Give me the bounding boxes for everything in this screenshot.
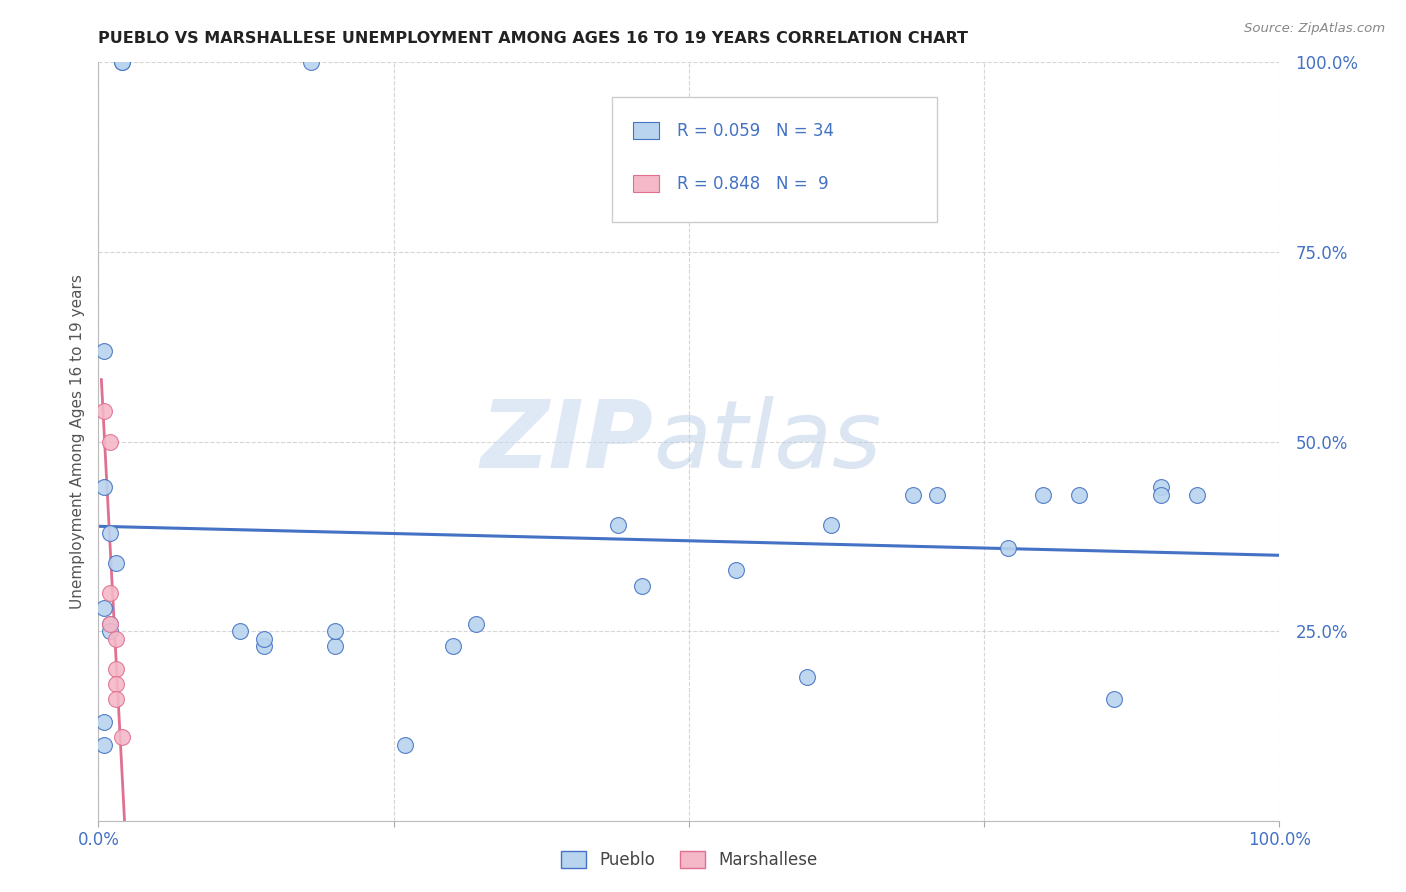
Point	[105, 692, 128, 706]
Point	[111, 55, 134, 70]
Point	[105, 632, 128, 646]
Point	[93, 404, 115, 418]
Point	[796, 669, 818, 683]
Point	[105, 662, 128, 676]
Text: PUEBLO VS MARSHALLESE UNEMPLOYMENT AMONG AGES 16 TO 19 YEARS CORRELATION CHART: PUEBLO VS MARSHALLESE UNEMPLOYMENT AMONG…	[98, 31, 969, 46]
Text: Source: ZipAtlas.com: Source: ZipAtlas.com	[1244, 22, 1385, 36]
Point	[1150, 480, 1173, 494]
Point	[630, 579, 652, 593]
Point	[98, 616, 121, 631]
Point	[111, 55, 134, 70]
Point	[607, 517, 630, 532]
Point	[98, 624, 121, 639]
Point	[394, 738, 416, 752]
Point	[1067, 487, 1090, 501]
Point	[93, 480, 115, 494]
Point	[925, 487, 948, 501]
Point	[299, 55, 322, 70]
Legend: Pueblo, Marshallese: Pueblo, Marshallese	[561, 851, 817, 869]
Point	[253, 639, 276, 653]
Y-axis label: Unemployment Among Ages 16 to 19 years: Unemployment Among Ages 16 to 19 years	[69, 274, 84, 609]
Point	[441, 639, 464, 653]
Text: atlas: atlas	[654, 396, 882, 487]
Point	[105, 556, 128, 570]
FancyBboxPatch shape	[612, 96, 936, 222]
Point	[1185, 487, 1208, 501]
Point	[105, 677, 128, 691]
FancyBboxPatch shape	[634, 122, 659, 139]
Point	[253, 632, 276, 646]
Point	[98, 434, 121, 449]
Point	[903, 487, 925, 501]
Point	[323, 624, 346, 639]
Point	[93, 343, 115, 358]
Point	[98, 586, 121, 600]
Point	[465, 616, 488, 631]
Text: R = 0.848   N =  9: R = 0.848 N = 9	[678, 175, 828, 193]
Text: R = 0.059   N = 34: R = 0.059 N = 34	[678, 121, 834, 140]
Point	[111, 730, 134, 744]
Text: ZIP: ZIP	[481, 395, 654, 488]
FancyBboxPatch shape	[634, 176, 659, 192]
Point	[1032, 487, 1054, 501]
Point	[93, 601, 115, 615]
Point	[323, 639, 346, 653]
Point	[997, 541, 1019, 555]
Point	[98, 616, 121, 631]
Point	[725, 564, 748, 578]
Point	[93, 738, 115, 752]
Point	[98, 525, 121, 540]
Point	[1102, 692, 1125, 706]
Point	[93, 715, 115, 730]
Point	[820, 517, 842, 532]
Point	[1150, 487, 1173, 501]
Point	[229, 624, 252, 639]
